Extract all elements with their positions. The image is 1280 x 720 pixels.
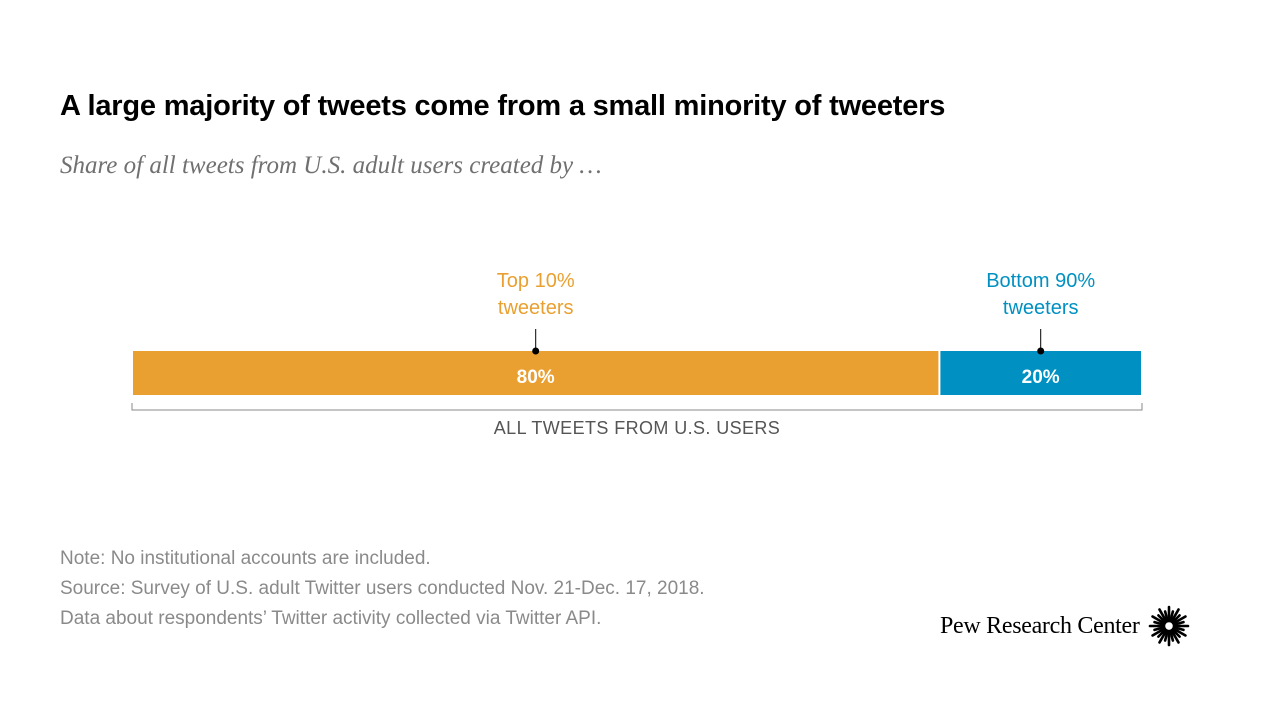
logo-ray (1171, 615, 1187, 625)
logo-ray (1168, 610, 1174, 623)
logo-ray (1152, 620, 1166, 627)
series-label-1-line-1: Top 10% (497, 270, 575, 292)
series-label-1-line-2: tweeters (498, 297, 574, 319)
bar-segment-2 (940, 351, 1141, 395)
logo-ray (1156, 628, 1167, 638)
logo-ray (1168, 629, 1174, 642)
logo-ray (1172, 625, 1185, 632)
series-label-2-line-2: tweeters (1003, 297, 1079, 319)
footnote-data: Data about respondents’ Twitter activity… (60, 608, 602, 629)
bar-value-label-1: 80% (517, 367, 555, 388)
logo-ray (1156, 614, 1167, 624)
category-axis-label: ALL TWEETS FROM U.S. USERS (494, 418, 780, 438)
footnote-source: Source: Survey of U.S. adult Twitter use… (60, 578, 705, 599)
logo-ray (1157, 608, 1168, 623)
logo-ray (1170, 614, 1181, 624)
chart-title: A large majority of tweets come from a s… (60, 90, 946, 122)
bar-segment-1 (133, 351, 939, 395)
logo-ray (1163, 610, 1169, 623)
chart-subtitle: Share of all tweets from U.S. adult user… (60, 152, 602, 179)
pew-brand: Pew Research Center (940, 605, 1190, 647)
logo-ray (1169, 629, 1180, 644)
series-label-2-line-1: Bottom 90% (986, 270, 1095, 292)
footnote-note: Note: No institutional accounts are incl… (60, 548, 431, 569)
logo-ray (1157, 629, 1168, 644)
leader-dot-2 (1037, 347, 1045, 355)
logo-ray (1150, 615, 1166, 625)
logo-ray (1150, 627, 1166, 637)
bar-value-label-2: 20% (1022, 367, 1060, 388)
logo-ray (1152, 625, 1166, 632)
logo-ray (1171, 627, 1187, 637)
logo-ray (1169, 608, 1180, 623)
logo-ray (1163, 629, 1169, 642)
brand-name: Pew Research Center (940, 612, 1140, 639)
logo-ray (1170, 628, 1181, 638)
category-bracket (131, 403, 1143, 411)
leader-dot-1 (532, 347, 540, 355)
pew-sunburst-logo-icon (1148, 605, 1189, 647)
logo-ray (1172, 620, 1185, 627)
